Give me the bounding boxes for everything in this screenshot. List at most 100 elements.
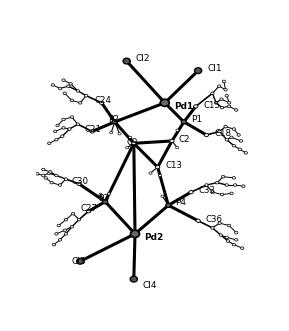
Ellipse shape [149, 172, 152, 174]
Ellipse shape [196, 219, 200, 222]
Text: C15: C15 [203, 101, 221, 110]
Ellipse shape [155, 166, 160, 169]
Text: C21: C21 [84, 124, 101, 133]
Ellipse shape [218, 222, 221, 224]
Ellipse shape [166, 203, 171, 208]
Ellipse shape [55, 138, 58, 141]
Ellipse shape [63, 229, 66, 232]
Text: C36: C36 [206, 215, 223, 224]
Ellipse shape [232, 243, 236, 246]
Ellipse shape [238, 148, 242, 151]
Ellipse shape [63, 92, 66, 95]
Text: C30: C30 [71, 177, 88, 186]
Ellipse shape [222, 80, 225, 83]
Ellipse shape [239, 140, 243, 142]
Ellipse shape [214, 102, 218, 104]
Ellipse shape [225, 94, 228, 97]
Ellipse shape [56, 124, 59, 127]
Ellipse shape [227, 102, 231, 104]
Ellipse shape [194, 68, 202, 73]
Ellipse shape [227, 224, 231, 227]
Ellipse shape [64, 233, 68, 235]
Ellipse shape [69, 82, 72, 85]
Ellipse shape [224, 88, 227, 91]
Ellipse shape [132, 142, 136, 145]
Ellipse shape [112, 120, 117, 124]
Ellipse shape [240, 247, 244, 250]
Ellipse shape [204, 133, 209, 137]
Ellipse shape [220, 106, 224, 109]
Ellipse shape [123, 58, 130, 64]
Ellipse shape [221, 175, 225, 178]
Ellipse shape [64, 178, 68, 180]
Ellipse shape [235, 231, 238, 234]
Ellipse shape [216, 181, 219, 184]
Ellipse shape [129, 136, 132, 139]
Ellipse shape [211, 92, 214, 95]
Ellipse shape [242, 185, 245, 188]
Text: Cl3: Cl3 [72, 257, 86, 266]
Ellipse shape [218, 130, 221, 133]
Ellipse shape [161, 195, 164, 197]
Ellipse shape [232, 176, 236, 179]
Ellipse shape [58, 87, 62, 90]
Ellipse shape [61, 135, 64, 137]
Ellipse shape [176, 146, 179, 149]
Text: Cl2: Cl2 [136, 54, 150, 63]
Ellipse shape [58, 184, 62, 186]
Ellipse shape [50, 181, 53, 184]
Ellipse shape [62, 126, 65, 129]
Ellipse shape [232, 128, 236, 130]
Ellipse shape [158, 174, 162, 177]
Text: P4: P4 [175, 198, 186, 208]
Ellipse shape [225, 138, 228, 141]
Ellipse shape [227, 105, 231, 108]
Ellipse shape [77, 259, 84, 264]
Ellipse shape [49, 170, 52, 173]
Ellipse shape [55, 174, 58, 177]
Ellipse shape [235, 109, 238, 111]
Ellipse shape [118, 133, 121, 135]
Ellipse shape [44, 176, 47, 179]
Ellipse shape [130, 230, 140, 237]
Ellipse shape [62, 79, 65, 81]
Ellipse shape [70, 116, 73, 118]
Text: C13: C13 [165, 162, 182, 170]
Text: C27: C27 [81, 204, 98, 213]
Text: P2: P2 [108, 115, 119, 123]
Ellipse shape [51, 84, 54, 86]
Ellipse shape [84, 94, 88, 97]
Ellipse shape [42, 168, 45, 171]
Ellipse shape [77, 182, 81, 185]
Ellipse shape [58, 239, 62, 241]
Ellipse shape [70, 225, 73, 228]
Ellipse shape [181, 120, 186, 124]
Ellipse shape [71, 212, 75, 215]
Ellipse shape [107, 193, 110, 195]
Ellipse shape [64, 218, 68, 221]
Ellipse shape [67, 85, 70, 87]
Ellipse shape [220, 193, 224, 196]
Ellipse shape [234, 184, 237, 186]
Ellipse shape [189, 191, 193, 194]
Ellipse shape [130, 276, 137, 282]
Ellipse shape [211, 227, 214, 229]
Ellipse shape [110, 131, 113, 134]
Ellipse shape [244, 152, 247, 154]
Ellipse shape [220, 98, 223, 101]
Ellipse shape [52, 243, 56, 246]
Ellipse shape [76, 123, 79, 125]
Ellipse shape [219, 234, 223, 236]
Ellipse shape [194, 105, 198, 108]
Text: C18: C18 [214, 129, 231, 138]
Ellipse shape [160, 99, 169, 106]
Ellipse shape [48, 142, 51, 145]
Ellipse shape [48, 172, 51, 174]
Ellipse shape [68, 128, 71, 130]
Ellipse shape [230, 136, 233, 139]
Ellipse shape [217, 85, 221, 87]
Ellipse shape [103, 200, 108, 204]
Ellipse shape [99, 193, 102, 196]
Ellipse shape [226, 240, 229, 242]
Ellipse shape [99, 101, 104, 105]
